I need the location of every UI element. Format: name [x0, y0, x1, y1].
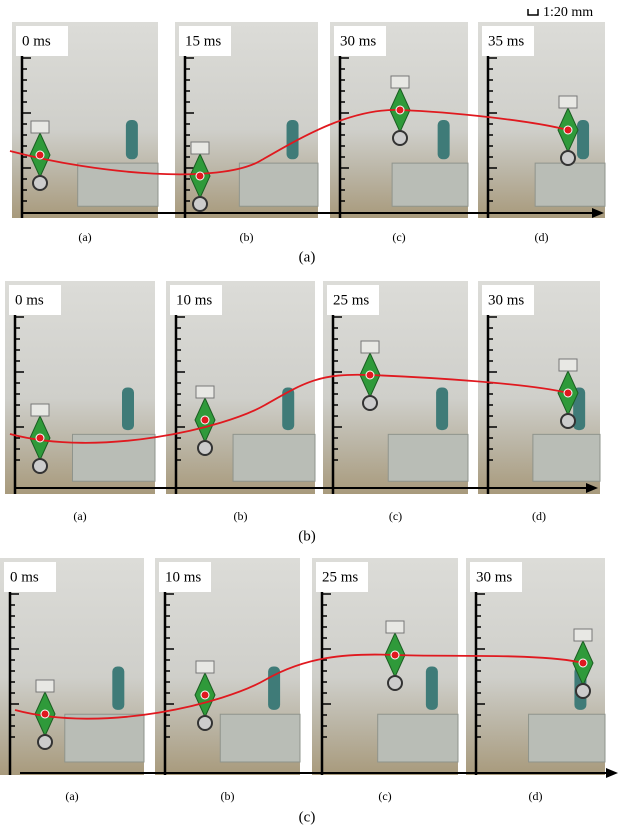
robot-head: [386, 621, 404, 633]
robot-head: [36, 680, 54, 692]
scale-label: 1:20 mm: [543, 5, 593, 20]
chair: [438, 120, 450, 159]
table: [533, 434, 600, 481]
panel-label: (a): [65, 789, 78, 803]
panel-label: (a): [73, 509, 86, 523]
trajectory-point: [36, 434, 44, 442]
time-label: 30 ms: [476, 569, 512, 585]
time-label: 35 ms: [488, 33, 524, 49]
wheel: [33, 176, 47, 190]
trajectory-point: [201, 416, 209, 424]
trajectory-point: [366, 371, 374, 379]
wheel: [388, 676, 402, 690]
table: [392, 163, 468, 206]
trajectory-point: [41, 710, 49, 718]
panel-label: (b): [234, 509, 248, 523]
chair: [436, 388, 448, 431]
time-label: 0 ms: [15, 292, 44, 308]
robot-head: [361, 341, 379, 353]
robot-head: [574, 629, 592, 641]
chair: [112, 667, 124, 710]
chair: [577, 120, 589, 159]
wheel: [198, 441, 212, 455]
wheel: [561, 151, 575, 165]
wheel: [393, 131, 407, 145]
table: [388, 434, 468, 481]
time-label: 25 ms: [333, 292, 369, 308]
robot-head: [196, 386, 214, 398]
time-label: 25 ms: [322, 569, 358, 585]
figure: 1:20 mm 0 ms (a) 15 ms (b) 30 ms (c) 35 ms (d) (…: [0, 0, 621, 830]
trajectory-point: [391, 651, 399, 659]
robot-head: [31, 121, 49, 133]
panel-label: (a): [78, 230, 91, 244]
table: [220, 714, 300, 762]
panel-label: (c): [389, 509, 402, 523]
wheel: [38, 735, 52, 749]
time-label: 10 ms: [165, 569, 201, 585]
wheel: [363, 396, 377, 410]
row-caption: (a): [299, 249, 316, 265]
time-label: 0 ms: [22, 33, 51, 49]
chair: [126, 120, 138, 159]
time-label: 0 ms: [10, 569, 39, 585]
scale-bar: [528, 9, 538, 15]
trajectory-point: [196, 172, 204, 180]
trajectory-point: [564, 126, 572, 134]
table: [233, 434, 315, 481]
trajectory-point: [201, 691, 209, 699]
robot-head: [196, 661, 214, 673]
row-caption: (c): [299, 809, 316, 825]
arrow-head: [606, 768, 618, 778]
panel-label: (c): [378, 789, 391, 803]
chair: [122, 388, 134, 431]
trajectory-point: [36, 151, 44, 159]
time-label: 30 ms: [488, 292, 524, 308]
time-label: 30 ms: [340, 33, 376, 49]
trajectory-point: [579, 659, 587, 667]
table: [239, 163, 318, 206]
table: [378, 714, 458, 762]
robot-head: [31, 404, 49, 416]
trajectory-point: [564, 389, 572, 397]
panel-label: (d): [535, 230, 549, 244]
table: [78, 163, 158, 206]
time-label: 15 ms: [185, 33, 221, 49]
panel-label: (b): [221, 789, 235, 803]
row-caption: (b): [298, 528, 316, 544]
panel-label: (d): [529, 789, 543, 803]
table: [529, 714, 605, 762]
panel-label: (d): [532, 509, 546, 523]
wheel: [561, 414, 575, 428]
robot-head: [559, 96, 577, 108]
page: 1:20 mm 0 ms (a) 15 ms (b) 30 ms (c) 35 ms (d) (…: [0, 0, 621, 830]
wheel: [33, 459, 47, 473]
trajectory-point: [396, 106, 404, 114]
robot-head: [559, 359, 577, 371]
table: [535, 163, 605, 206]
panel-label: (b): [240, 230, 254, 244]
chair: [426, 667, 438, 710]
time-label: 10 ms: [176, 292, 212, 308]
panel-label: (c): [392, 230, 405, 244]
wheel: [198, 716, 212, 730]
wheel: [193, 197, 207, 211]
robot-head: [191, 142, 209, 154]
wheel: [576, 684, 590, 698]
table: [65, 714, 144, 762]
robot-head: [391, 76, 409, 88]
